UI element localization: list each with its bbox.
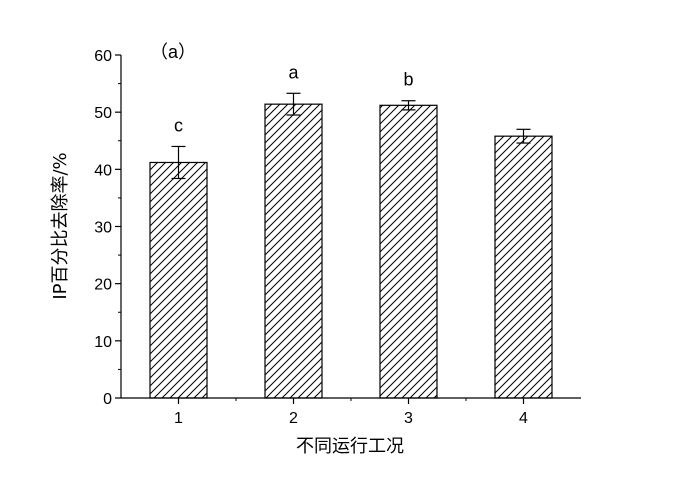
y-tick-label: 10: [94, 334, 112, 351]
bar: [379, 104, 438, 399]
y-axis-title: IP百分比去除率/%: [50, 152, 71, 299]
x-tick-label: 2: [289, 410, 298, 427]
significance-letters: c a b: [174, 62, 414, 135]
bars: [149, 103, 553, 399]
x-tick-label: 3: [404, 410, 413, 427]
bar: [494, 135, 553, 399]
error-bars: [171, 92, 531, 180]
bar: [264, 103, 323, 399]
y-tick-label: 40: [94, 162, 112, 179]
x-tick-label: 4: [519, 410, 528, 427]
bar: [149, 161, 208, 399]
x-ticks: 1 2 3 4: [174, 398, 528, 427]
significance-letter: a: [288, 62, 299, 82]
panel-label: （a）: [150, 42, 196, 62]
significance-letter: c: [174, 115, 183, 135]
y-tick-label: 60: [94, 48, 112, 65]
y-tick-label: 0: [103, 391, 112, 408]
x-axis-title: 不同运行工况: [296, 436, 404, 457]
y-tick-label: 50: [94, 105, 112, 122]
y-tick-label: 20: [94, 277, 112, 294]
significance-letter: b: [403, 70, 413, 90]
y-tick-label: 30: [94, 220, 112, 237]
y-ticks: 0 10 20 30 40 50 60: [94, 48, 121, 408]
x-tick-label: 1: [174, 410, 183, 427]
